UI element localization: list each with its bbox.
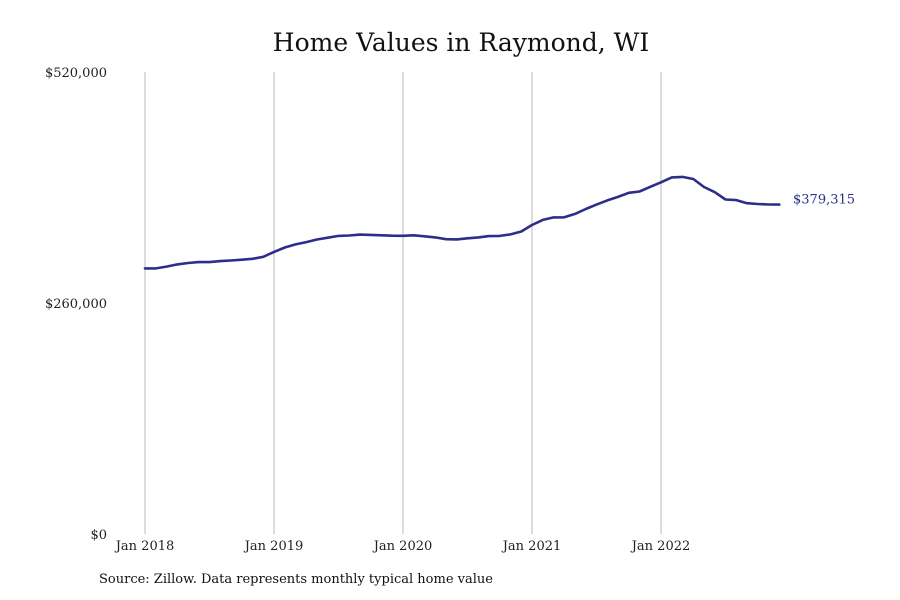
y-tick-label: $0	[90, 528, 107, 543]
source-note: Source: Zillow. Data represents monthly …	[99, 572, 493, 587]
end-value-label: $379,315	[793, 193, 855, 208]
x-tick-label: Jan 2022	[630, 539, 691, 554]
y-tick-label: $260,000	[45, 297, 107, 312]
home-value-line	[143, 175, 781, 270]
y-axis-tick-labels: $520,000 $260,000 $0	[45, 66, 107, 543]
x-tick-label: Jan 2021	[501, 539, 562, 554]
x-tick-label: Jan 2018	[114, 539, 175, 554]
x-axis-tick-labels: Jan 2018 Jan 2019 Jan 2020 Jan 2021 Jan 2022	[114, 539, 691, 554]
y-tick-label: $520,000	[45, 66, 107, 81]
vertical-gridlines	[144, 72, 662, 534]
chart-title: Home Values in Raymond, WI	[273, 28, 649, 57]
x-tick-label: Jan 2019	[243, 539, 304, 554]
x-tick-label: Jan 2020	[372, 539, 433, 554]
